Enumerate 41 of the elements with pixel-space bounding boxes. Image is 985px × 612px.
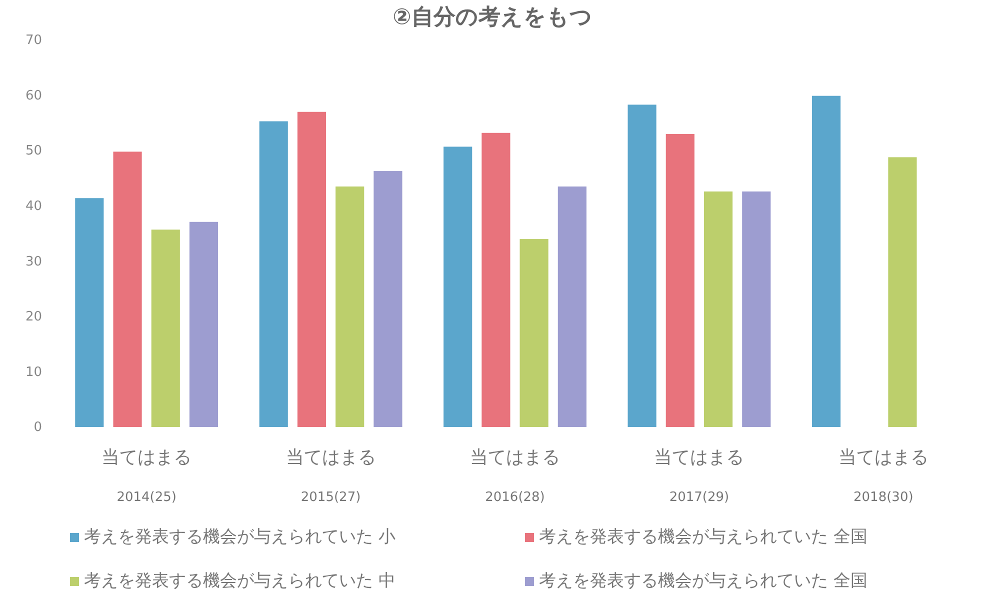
legend-label: 考えを発表する機会が与えられていた 全国 <box>539 527 868 547</box>
bar <box>151 230 180 427</box>
text: 当てはまる <box>102 447 192 468</box>
bar <box>297 112 326 427</box>
bar <box>259 121 288 427</box>
text: 当てはまる <box>470 447 560 468</box>
bar <box>336 186 364 427</box>
bar <box>520 239 548 427</box>
bar <box>189 222 218 427</box>
y-tick-label: 60 <box>25 88 42 104</box>
x-tick-label: 2017(29) <box>669 490 730 505</box>
y-tick-label: 40 <box>25 199 42 214</box>
y-tick-label: 70 <box>25 33 42 48</box>
bar <box>75 198 104 427</box>
bar <box>482 132 510 427</box>
x-tick-label: 2015(27) <box>300 490 361 505</box>
x-tick-label: 2014(25) <box>116 490 176 505</box>
bar <box>704 191 733 427</box>
legend-label: 考えを発表する機会が与えられていた 小 <box>84 527 396 547</box>
chart-title: ②自分の考えをもつ <box>392 5 592 30</box>
bar <box>888 157 917 427</box>
legend-label: 考えを発表する機会が与えられていた 中 <box>84 571 396 591</box>
bar <box>374 171 402 427</box>
bar <box>558 186 586 427</box>
x-tick-label: 2016(28) <box>485 490 545 505</box>
y-tick-label: 20 <box>25 310 42 325</box>
bar <box>742 191 771 427</box>
bar <box>113 152 142 427</box>
text: 当てはまる <box>838 447 928 468</box>
y-tick-label: 30 <box>25 254 42 270</box>
bar <box>666 134 694 427</box>
text: 当てはまる <box>286 447 376 468</box>
y-tick-label: 10 <box>25 364 42 380</box>
legend-label: 考えを発表する機会が与えられていた 全国 <box>539 571 868 591</box>
bar <box>812 96 841 427</box>
text: 当てはまる <box>654 447 744 468</box>
y-tick-label: 50 <box>25 144 42 159</box>
bar <box>444 146 472 427</box>
y-tick-label: 0 <box>34 420 42 436</box>
x-tick-label: 2018(30) <box>854 490 914 505</box>
bar <box>628 104 656 427</box>
